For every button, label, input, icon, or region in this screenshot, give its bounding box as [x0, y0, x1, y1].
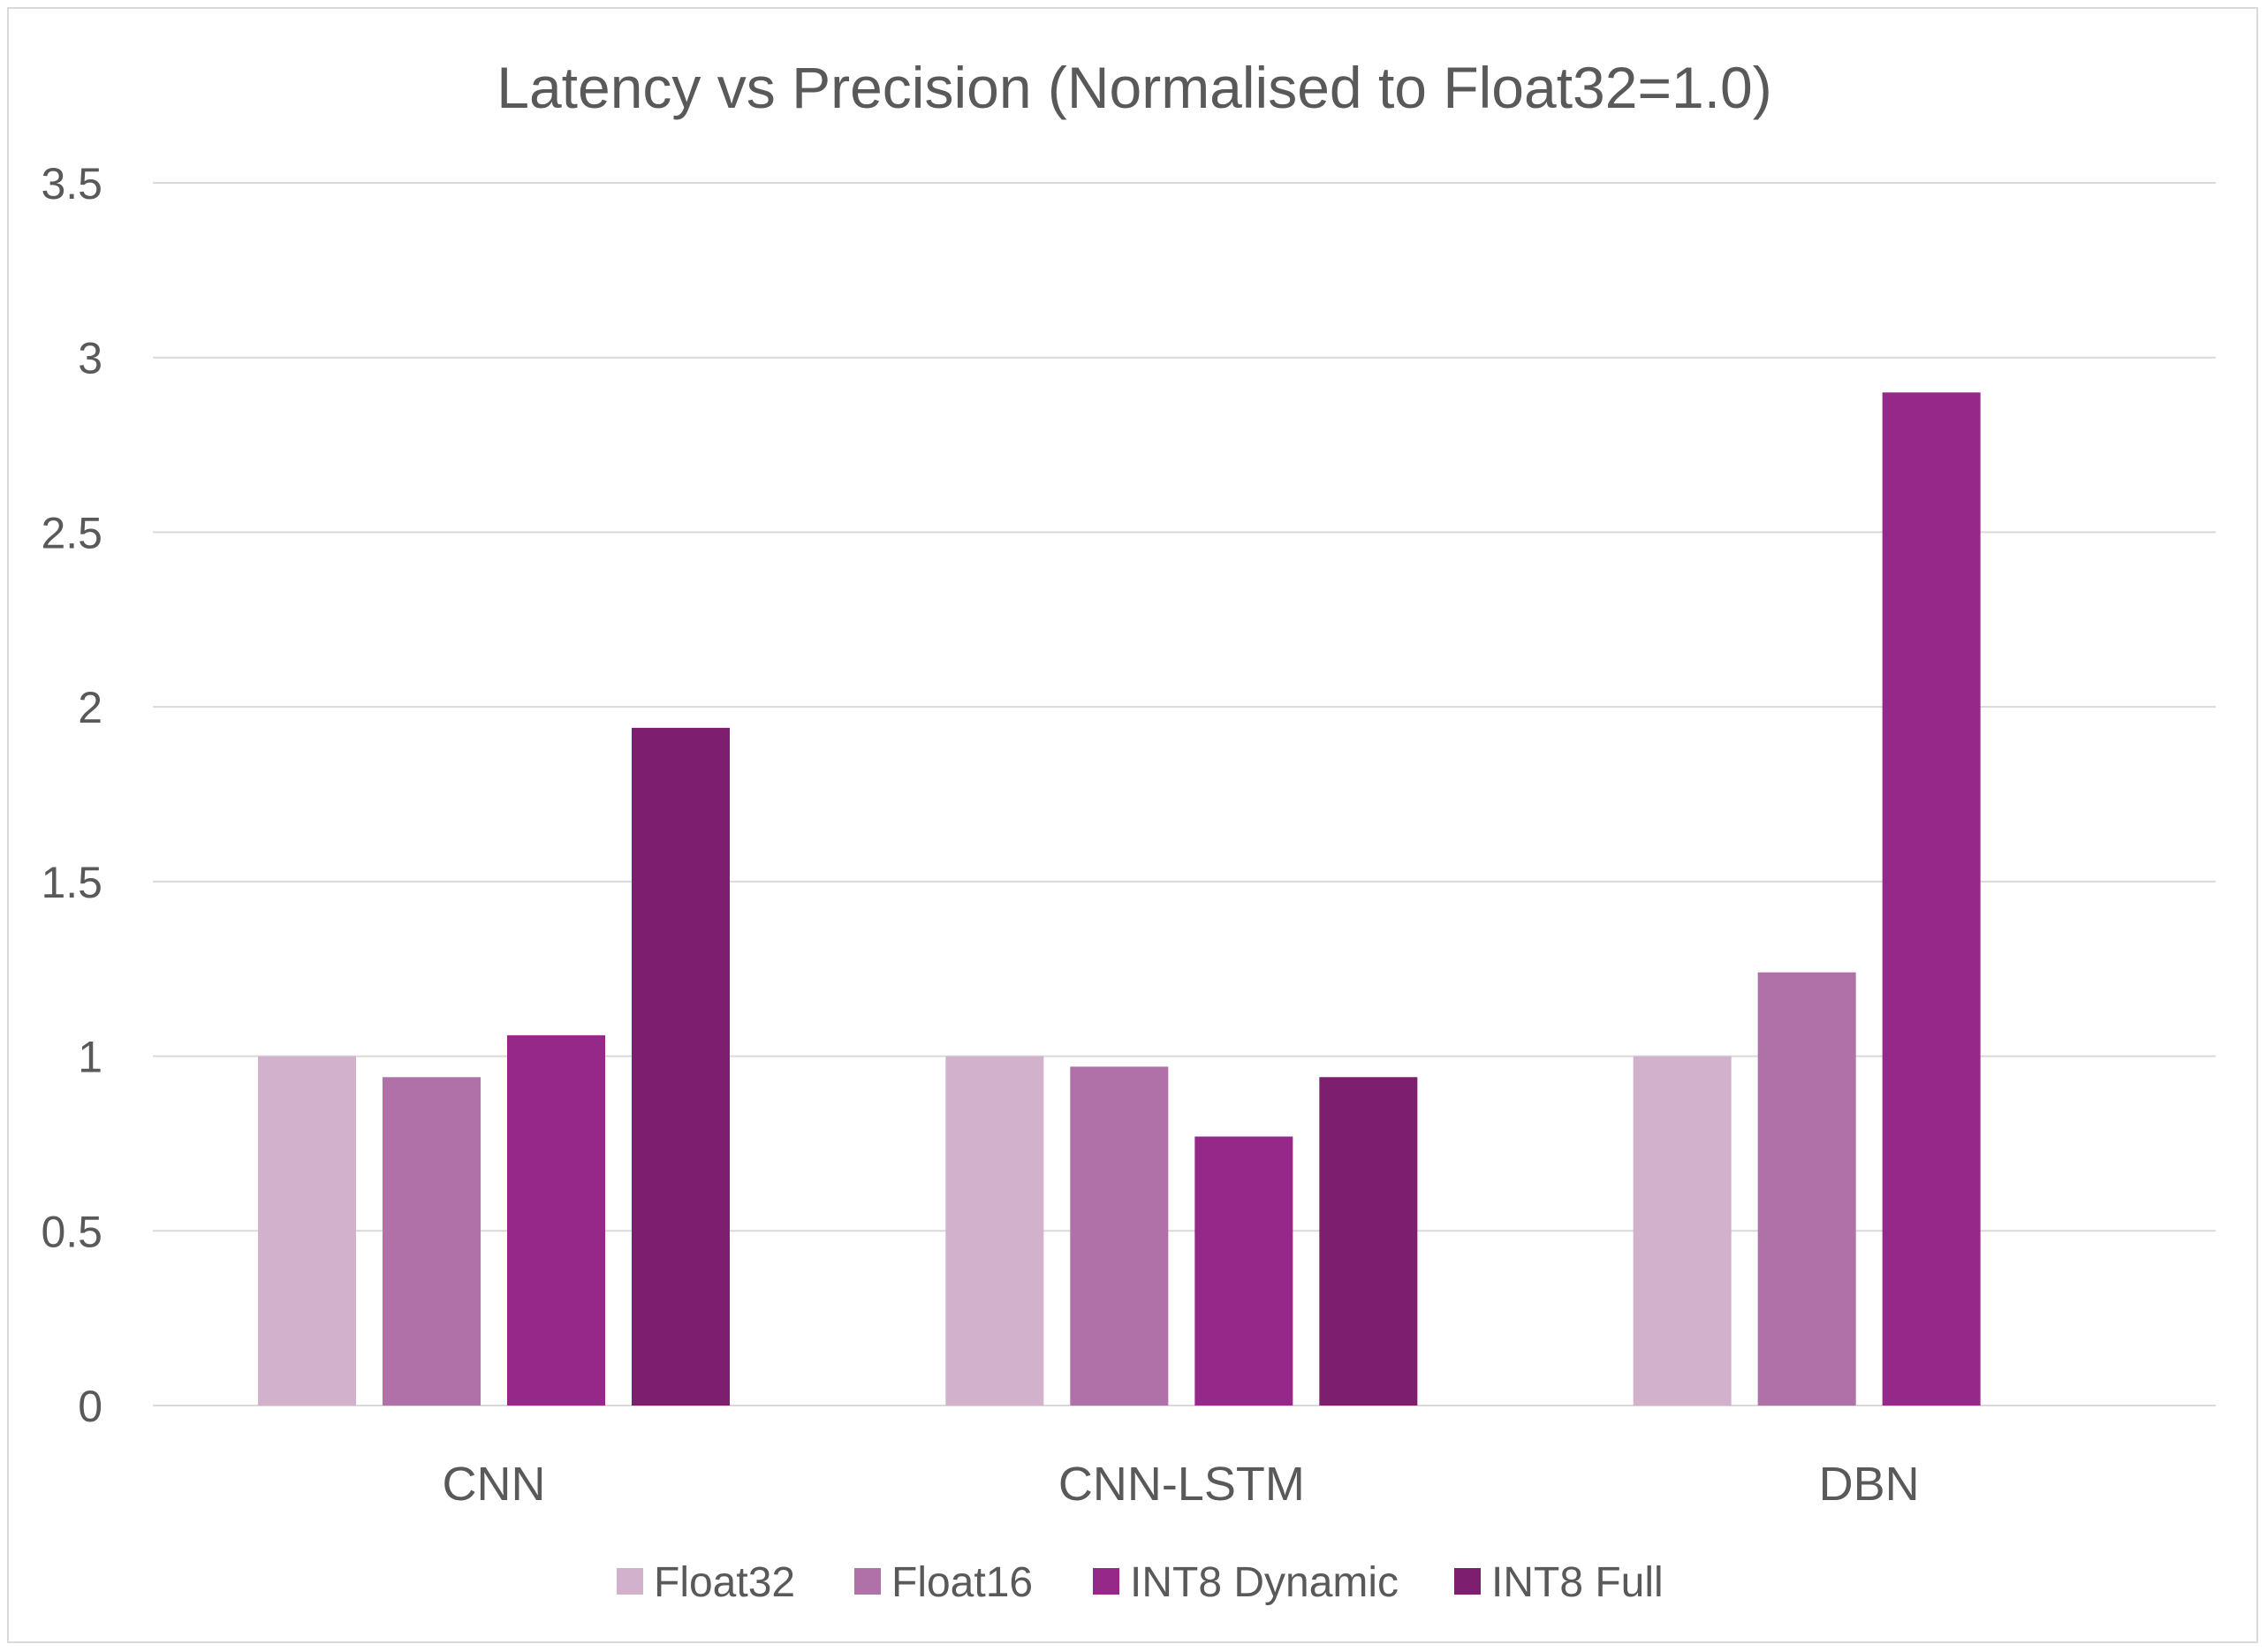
bar-float32-dbn: [1633, 1056, 1732, 1406]
legend-swatch: [617, 1568, 643, 1595]
y-axis-tick-labels: 0 0.5 1 1.5 2 2.5 3 3.5: [41, 159, 102, 1431]
legend-label: INT8 Dynamic: [1130, 1559, 1399, 1606]
legend-label: INT8 Full: [1491, 1559, 1664, 1606]
legend-swatch: [1093, 1568, 1119, 1595]
bar-float32-cnn-lstm: [945, 1056, 1044, 1406]
chart-title: Latency vs Precision (Normalised to Floa…: [497, 55, 1772, 120]
bar-float16-cnn: [383, 1077, 481, 1406]
legend: Float32 Float16 INT8 Dynamic INT8 Full: [617, 1559, 1664, 1606]
bar-int8-full-cnn-lstm: [1319, 1077, 1418, 1406]
x-tick-label: CNN: [443, 1458, 546, 1511]
bar-float16-dbn: [1757, 972, 1856, 1406]
y-tick-label: 0.5: [41, 1207, 102, 1256]
bar-int8-full-cnn: [632, 727, 730, 1406]
x-tick-label: CNN-LSTM: [1058, 1458, 1305, 1511]
bar-int8-dynamic-cnn-lstm: [1194, 1136, 1293, 1406]
y-tick-label: 3: [78, 334, 102, 383]
y-tick-label: 0: [78, 1382, 102, 1431]
x-axis-tick-labels: CNN CNN-LSTM DBN: [443, 1458, 1920, 1511]
gridlines: [153, 182, 2216, 1406]
bar-int8-dynamic-dbn: [1882, 392, 1981, 1406]
bar-float16-cnn-lstm: [1070, 1066, 1169, 1406]
y-tick-label: 2: [78, 683, 102, 732]
legend-swatch: [854, 1568, 881, 1595]
bar-chart: Latency vs Precision (Normalised to Floa…: [41, 55, 2216, 1606]
bar-float32-cnn: [258, 1056, 356, 1406]
y-tick-label: 2.5: [41, 508, 102, 557]
legend-label: Float16: [891, 1559, 1033, 1606]
y-tick-label: 1.5: [41, 858, 102, 907]
y-tick-label: 3.5: [41, 159, 102, 208]
x-tick-label: DBN: [1819, 1458, 1920, 1511]
legend-label: Float32: [654, 1559, 795, 1606]
y-tick-label: 1: [78, 1033, 102, 1082]
chart-container: Latency vs Precision (Normalised to Floa…: [7, 7, 2258, 1643]
legend-swatch: [1454, 1568, 1481, 1595]
bar-int8-dynamic-cnn: [507, 1034, 605, 1406]
bars: [258, 392, 1981, 1406]
